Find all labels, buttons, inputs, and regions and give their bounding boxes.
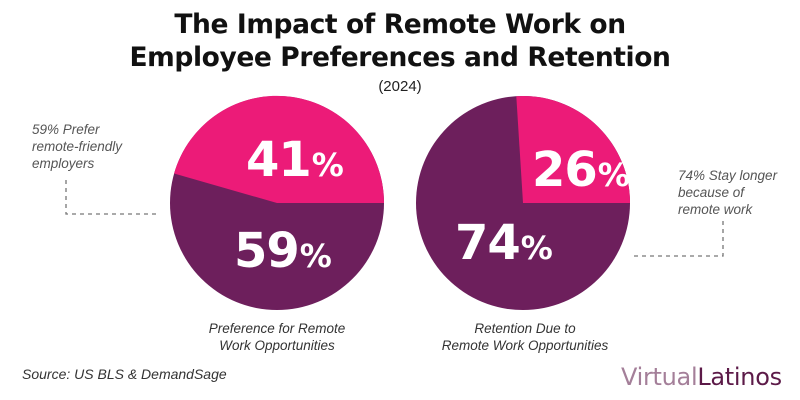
source-citation: Source: US BLS & DemandSage [22, 366, 227, 382]
right-annotation-text: 74% Stay longer because of remote work [678, 168, 778, 217]
virtual-latinos-logo: VirtualLatinos [621, 362, 782, 391]
right-pie-label-74: 74% [455, 215, 553, 271]
left-pie-label-59: 59% [234, 223, 332, 279]
left-pie-chart [170, 95, 385, 310]
right-pie-slice-26 [516, 95, 630, 203]
right-pie-caption: Retention Due to Remote Work Opportuniti… [441, 321, 609, 353]
right-annotation-leader-line [630, 221, 724, 257]
left-annotation-leader-line [65, 180, 160, 215]
right-pie-label-26: 26% [532, 142, 630, 198]
logo-word-virtual: Virtual [621, 363, 698, 391]
left-pie-caption: Preference for Remote Work Opportunities [208, 321, 346, 353]
left-annotation-text: 59% Prefer remote-friendly employers [32, 122, 123, 171]
right-pie-chart [416, 95, 630, 310]
logo-word-latinos: Latinos [697, 363, 782, 391]
chart-subtitle-year: (2024) [378, 78, 422, 95]
title-line-1: The Impact of Remote Work on [174, 9, 626, 40]
left-pie-label-41: 41% [246, 132, 344, 188]
chart-title: The Impact of Remote Work on Employee Pr… [0, 8, 800, 74]
title-line-2: Employee Preferences and Retention [129, 42, 671, 73]
left-pie-slice-41 [174, 95, 385, 203]
